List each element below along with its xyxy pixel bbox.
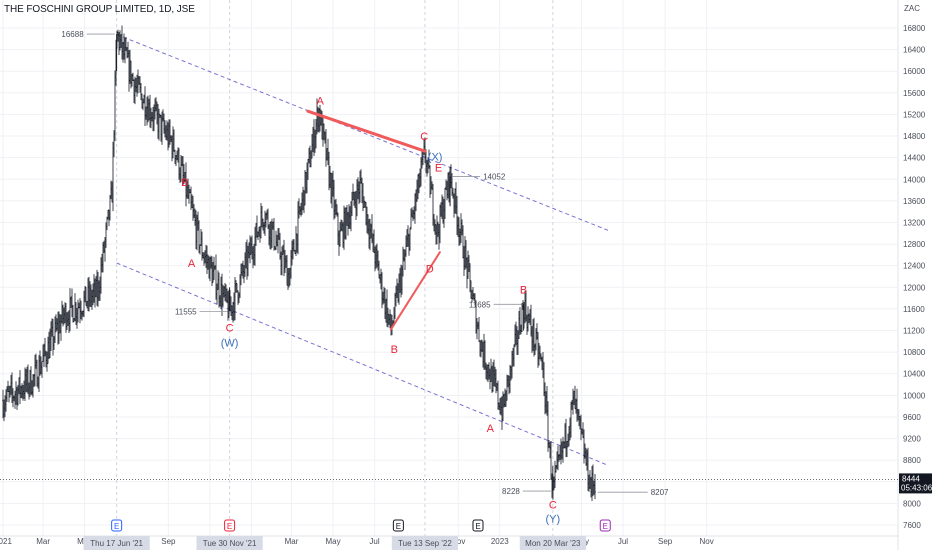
crosshair-lines <box>116 0 554 536</box>
price-axis-tick: 13200 <box>903 218 926 227</box>
price-axis-tick: 11600 <box>903 305 925 314</box>
time-axis-tick: May <box>325 537 340 546</box>
time-axis-highlight-box <box>196 536 263 550</box>
channel-upper-line[interactable] <box>116 34 609 232</box>
time-axis-tick: Nov <box>700 537 714 546</box>
time-axis-highlight-label: Thu 17 Jun '21 <box>90 539 143 548</box>
price-axis-tick: 9600 <box>903 413 921 422</box>
price-axis-tick: 10400 <box>903 370 926 379</box>
wave-label[interactable]: E <box>435 162 442 174</box>
wave-label[interactable]: D <box>426 263 434 275</box>
price-axis-tick: 15200 <box>903 110 926 119</box>
event-marker-icon[interactable] <box>111 519 123 532</box>
time-axis-tick: 2021 <box>0 537 12 546</box>
wave-label[interactable]: C <box>549 499 557 511</box>
time-axis-tick: Sep <box>161 537 176 546</box>
price-axis[interactable]: ZAC 760080008400880092009600100001040010… <box>903 4 926 530</box>
price-axis-tick: 16000 <box>903 67 926 76</box>
last-price-value: 8444 <box>902 474 920 483</box>
wave-trendlines[interactable] <box>306 109 441 331</box>
price-label-text: 8207 <box>651 488 669 497</box>
event-marker-icon[interactable] <box>599 519 611 532</box>
price-label-text: 8228 <box>502 487 520 496</box>
last-price-countdown: 05:43:06 <box>901 483 932 492</box>
price-axis-tick: 14800 <box>903 132 926 141</box>
wave-label[interactable]: B <box>181 177 188 189</box>
price-axis-tick: 12000 <box>903 283 926 292</box>
time-axis-tick: Nov <box>451 537 465 546</box>
price-axis-tick: 10800 <box>903 348 926 357</box>
time-axis[interactable]: 2021MarMaySepNov'22MarMayJulNov2023MayJu… <box>0 536 714 550</box>
event-marker-icon[interactable] <box>472 519 484 532</box>
time-axis-highlight-box <box>83 536 150 550</box>
time-axis-highlight-label: Tue 30 Nov '21 <box>203 539 257 548</box>
trend-channel[interactable] <box>116 34 609 467</box>
price-axis-tick: 8800 <box>903 456 921 465</box>
event-marker-letter: E <box>475 522 480 531</box>
time-axis-highlight-label: Mon 20 Mar '23 <box>525 539 581 548</box>
chart-title: THE FOSCHINI GROUP LIMITED, 1D, JSE <box>4 4 195 15</box>
last-price-box <box>899 473 932 494</box>
price-axis-tick: 14400 <box>903 154 926 163</box>
wave-label[interactable]: C <box>226 322 234 334</box>
price-axis-tick: 8000 <box>903 499 921 508</box>
ohlc-series <box>2 25 596 501</box>
time-axis-tick: Jul <box>369 537 379 546</box>
channel-lower-line[interactable] <box>116 262 609 467</box>
event-marker-icon[interactable] <box>224 519 236 532</box>
wave-label[interactable]: (W) <box>221 337 239 349</box>
time-axis-highlight-label: Tue 13 Sep '22 <box>398 539 452 548</box>
wave-trendline[interactable] <box>389 251 441 331</box>
time-axis-tick: Mar <box>36 537 50 546</box>
time-axis-tick: 2023 <box>491 537 509 546</box>
price-label-text: 14052 <box>483 172 506 181</box>
time-axis-tick: Mar <box>285 537 299 546</box>
time-axis-tick: Jul <box>618 537 628 546</box>
price-axis-tick: 7600 <box>903 521 921 530</box>
price-axis-tick: 10000 <box>903 391 926 400</box>
wave-label[interactable]: (X) <box>428 152 443 164</box>
wave-label[interactable]: B <box>391 344 398 356</box>
price-axis-currency: ZAC <box>904 4 920 13</box>
wave-label[interactable]: (Y) <box>546 514 561 526</box>
price-axis-tick: 15600 <box>903 89 926 98</box>
price-axis-tick: 12400 <box>903 262 926 271</box>
price-annotations: 16688 11555 14052 11685 8228 8207 <box>61 30 669 497</box>
wave-label[interactable]: A <box>487 423 495 435</box>
wave-label[interactable]: C <box>420 131 428 143</box>
price-label-text: 11685 <box>469 300 491 309</box>
event-marker-icon[interactable] <box>392 519 404 532</box>
event-marker-letter: E <box>114 522 119 531</box>
price-label-text: 16688 <box>61 30 84 39</box>
price-axis-tick: 16800 <box>903 24 926 33</box>
time-axis-tick: Sep <box>658 537 673 546</box>
price-axis-tick: 11200 <box>903 327 925 336</box>
wave-trendline[interactable] <box>306 109 427 153</box>
wave-label[interactable]: B <box>520 284 527 296</box>
price-axis-tick: 16400 <box>903 46 926 55</box>
wave-label[interactable]: A <box>188 258 196 270</box>
event-marker-letter: E <box>227 522 232 531</box>
wave-label[interactable]: A <box>316 95 324 107</box>
price-label-text: 11555 <box>175 307 197 316</box>
price-axis-tick: 9200 <box>903 435 921 444</box>
last-price-tag: 8444 05:43:06 <box>0 473 932 494</box>
event-marker-letter: E <box>603 522 608 531</box>
grid <box>0 0 899 550</box>
event-marker-letter: E <box>396 522 401 531</box>
price-axis-tick: 12800 <box>903 240 926 249</box>
time-axis-highlight-box <box>519 536 586 550</box>
price-axis-tick: 13600 <box>903 197 926 206</box>
time-axis-highlight-box <box>391 536 459 550</box>
price-axis-tick: 14000 <box>903 175 926 184</box>
